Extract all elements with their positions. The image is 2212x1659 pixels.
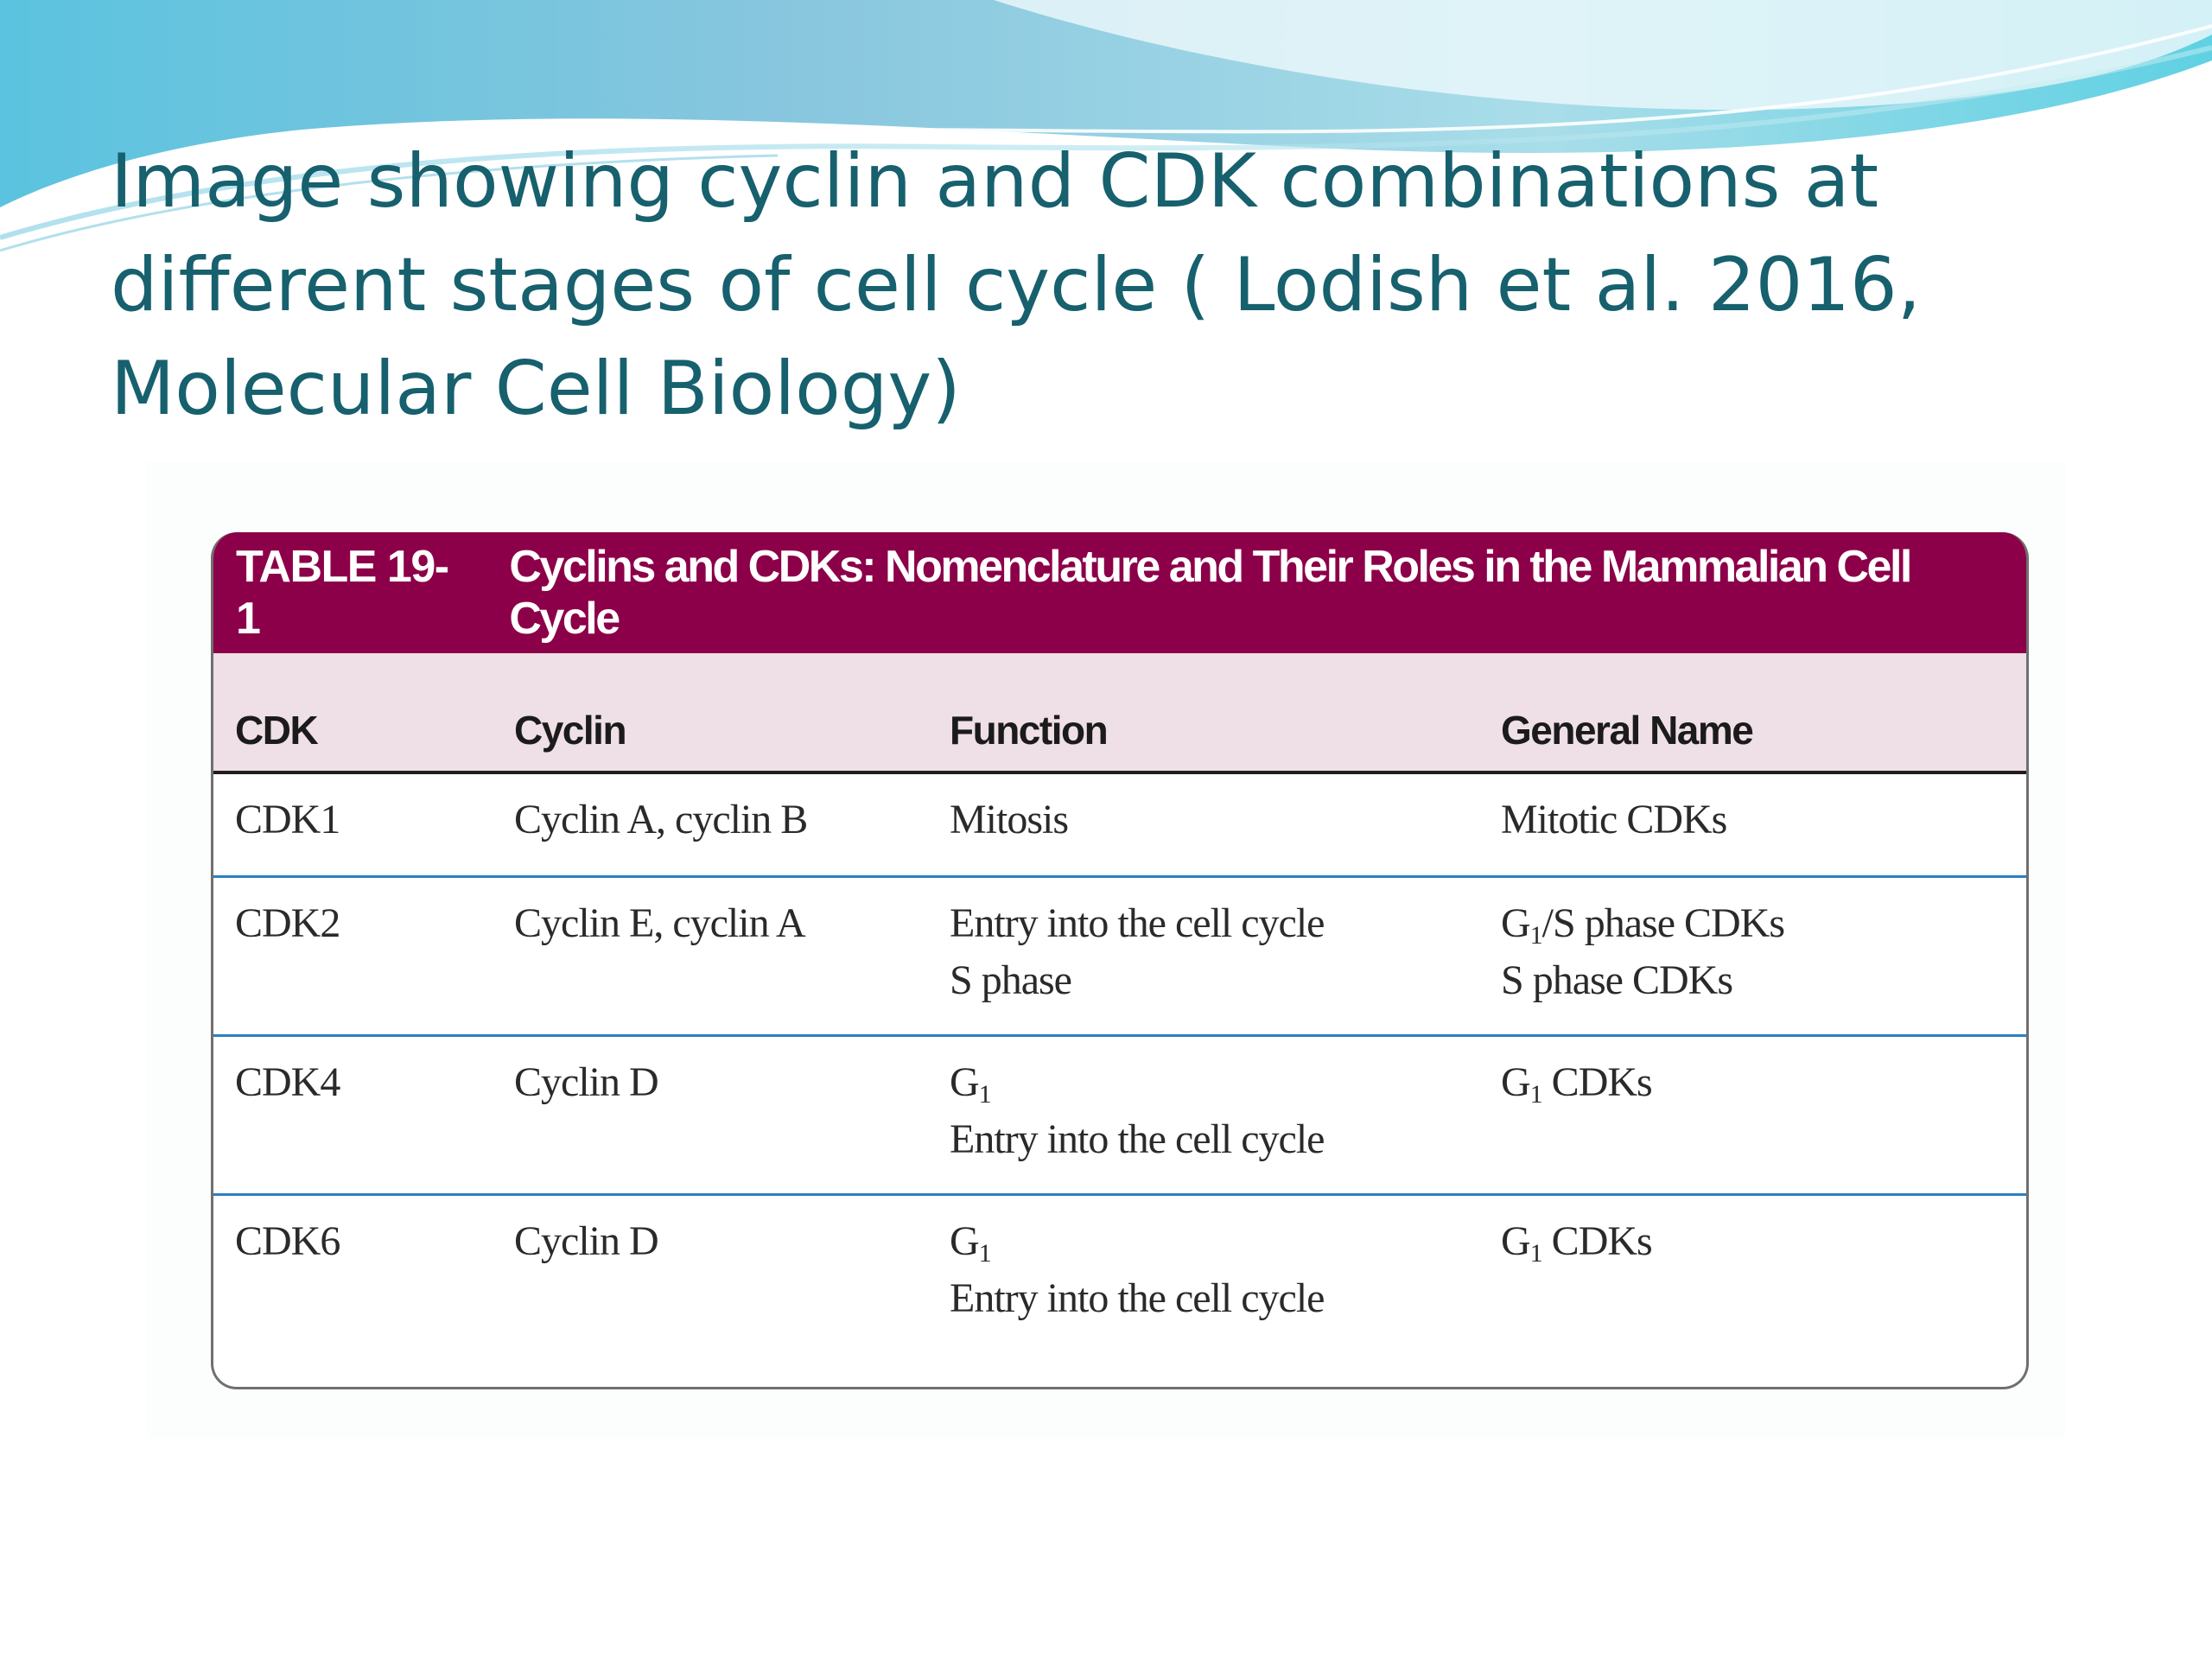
table-number: TABLE 19-1: [236, 542, 449, 644]
function-line: G1: [950, 1054, 1324, 1111]
table-row: CDK4 Cyclin D G1 Entry into the cell cyc…: [213, 1037, 2026, 1196]
table-caption-bar: TABLE 19-1 Cyclins and CDKs: Nomenclatur…: [213, 532, 2026, 653]
function-line: Mitosis: [950, 797, 1069, 842]
table-column-headers: CDK Cyclin Function General Name: [213, 653, 2026, 774]
subscript: 1: [978, 1239, 992, 1268]
g-suffix: /S phase CDKs: [1541, 900, 1785, 946]
cell-cyclin: Cyclin D: [514, 1218, 659, 1264]
cell-function: G1 Entry into the cell cycle: [950, 1054, 1325, 1168]
slide-title-line-1: Image showing cyclin and CDK combination…: [111, 138, 1879, 225]
subscript: 1: [1529, 921, 1543, 950]
general-name-line: G1 CDKs: [1501, 1213, 1653, 1270]
general-name-line: G1/S phase CDKs: [1501, 895, 1785, 952]
g-letter: G: [1501, 1059, 1531, 1105]
table-row: CDK1 Cyclin A, cyclin B Mitosis Mitotic …: [213, 774, 2026, 878]
general-name-line: Mitotic CDKs: [1501, 797, 1727, 842]
table-caption: Cyclins and CDKs: Nomenclature and Their…: [509, 542, 1912, 644]
column-header-general-name: General Name: [1501, 708, 1754, 753]
column-header-cdk: CDK: [235, 708, 319, 753]
cell-cdk: CDK6: [235, 1218, 340, 1264]
column-header-function: Function: [950, 708, 1109, 753]
function-line: S phase: [950, 957, 1072, 1003]
function-line: Entry into the cell cycle: [950, 900, 1325, 946]
cell-cyclin: Cyclin A, cyclin B: [514, 797, 808, 842]
slide-title-line-2: different stages of cell cycle ( Lodish …: [111, 242, 1922, 328]
general-name-line: G1 CDKs: [1501, 1054, 1653, 1111]
cell-general-name: G1/S phase CDKs S phase CDKs: [1501, 895, 1785, 1009]
wave-decoration: [0, 0, 2212, 252]
cell-cyclin: Cyclin D: [514, 1059, 659, 1105]
g-suffix: CDKs: [1541, 1059, 1653, 1105]
slide-title-line-3: Molecular Cell Biology): [111, 346, 961, 432]
cell-general-name: G1 CDKs: [1501, 1054, 1653, 1111]
function-line: Entry into the cell cycle: [950, 1275, 1325, 1321]
function-line: G1: [950, 1213, 1324, 1270]
cell-function: Entry into the cell cycle S phase: [950, 895, 1325, 1009]
g-letter: G: [950, 1059, 980, 1105]
cell-general-name: G1 CDKs: [1501, 1213, 1653, 1270]
table-row: CDK2 Cyclin E, cyclin A Entry into the c…: [213, 878, 2026, 1037]
g-letter: G: [950, 1218, 980, 1264]
cell-function: Mitosis: [950, 791, 1069, 849]
cell-cdk: CDK2: [235, 900, 340, 946]
cell-cdk: CDK4: [235, 1059, 340, 1105]
column-header-cyclin: Cyclin: [514, 708, 627, 753]
g-letter: G: [1501, 900, 1531, 946]
subscript: 1: [1529, 1080, 1543, 1109]
subscript: 1: [978, 1080, 992, 1109]
general-name-line: S phase CDKs: [1501, 957, 1733, 1003]
g-suffix: CDKs: [1541, 1218, 1653, 1264]
cdk-cyclin-table: TABLE 19-1 Cyclins and CDKs: Nomenclatur…: [211, 532, 2029, 1389]
cell-cyclin: Cyclin E, cyclin A: [514, 900, 806, 946]
cell-function: G1 Entry into the cell cycle: [950, 1213, 1325, 1327]
subscript: 1: [1529, 1239, 1543, 1268]
cell-general-name: Mitotic CDKs: [1501, 791, 1727, 849]
table-row: CDK6 Cyclin D G1 Entry into the cell cyc…: [213, 1196, 2026, 1386]
function-line: Entry into the cell cycle: [950, 1116, 1325, 1162]
g-letter: G: [1501, 1218, 1531, 1264]
cell-cdk: CDK1: [235, 797, 340, 842]
slide-title: Image showing cyclin and CDK combination…: [111, 130, 2055, 441]
